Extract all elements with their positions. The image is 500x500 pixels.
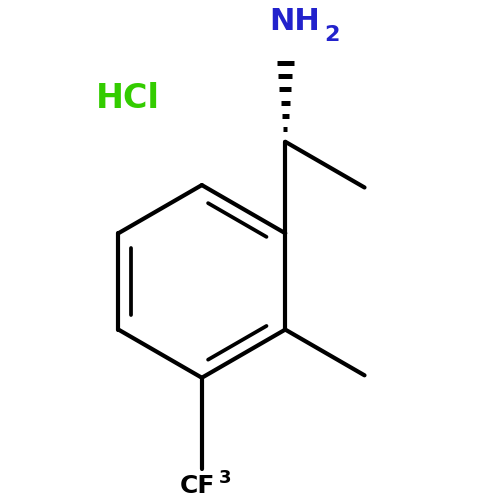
Text: 3: 3 xyxy=(219,470,232,488)
Text: NH: NH xyxy=(270,7,320,36)
Text: HCl: HCl xyxy=(96,82,160,115)
Text: CF: CF xyxy=(180,474,214,498)
Text: 2: 2 xyxy=(324,26,339,46)
